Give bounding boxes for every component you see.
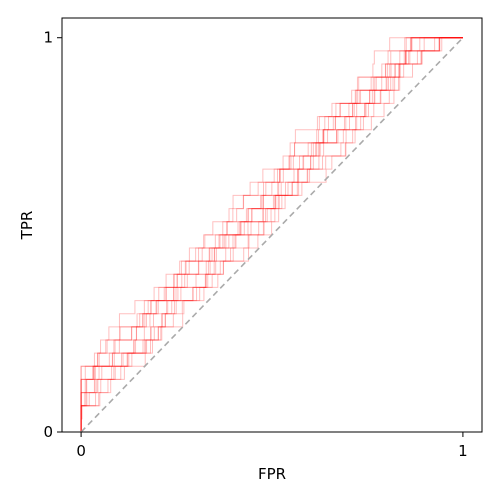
roc-curve-10 — [80, 37, 463, 433]
roc-curve-6 — [80, 37, 463, 433]
roc-curve-2 — [80, 37, 463, 433]
roc-curve-15 — [80, 37, 463, 433]
y-tick-label-0: 0 — [43, 423, 53, 441]
roc-curve-4 — [80, 37, 463, 433]
roc-curve-1 — [80, 37, 463, 433]
y-axis-label: TPR — [18, 211, 36, 241]
roc-curve-11 — [80, 37, 463, 433]
chance-diagonal-line — [80, 37, 464, 433]
roc-curve-12 — [80, 37, 463, 433]
plot-frame — [61, 17, 483, 433]
roc-curve-9 — [80, 37, 463, 433]
roc-curve-7 — [80, 37, 463, 433]
x-axis-label: FPR — [258, 465, 286, 483]
axis-ticks: 0 1 0 1 — [43, 29, 467, 460]
x-tick-label-0: 0 — [76, 442, 86, 460]
plot-background — [62, 18, 482, 432]
roc-curve-14 — [80, 37, 463, 433]
roc-curves — [80, 37, 463, 433]
x-tick-label-1: 1 — [458, 442, 468, 460]
roc-curve-13 — [80, 37, 463, 433]
roc-curve-5 — [80, 37, 463, 433]
roc-curve-3 — [80, 37, 463, 433]
roc-curve-8 — [80, 37, 463, 433]
y-tick-label-1: 1 — [43, 29, 53, 47]
